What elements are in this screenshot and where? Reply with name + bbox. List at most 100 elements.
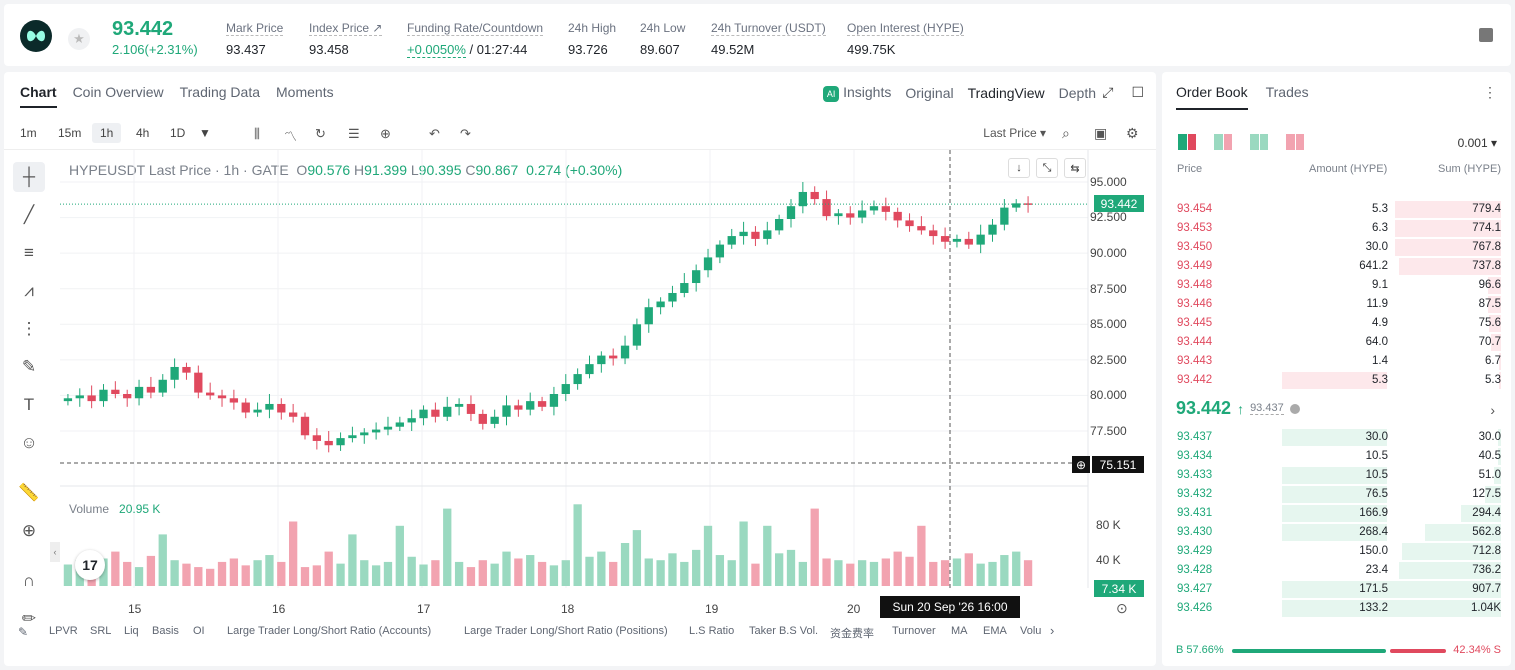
timeframe-dropdown-icon[interactable]: ▼ xyxy=(199,126,211,140)
zoom-in-icon[interactable]: ⊕ xyxy=(21,521,37,540)
book-mode-bids-icon[interactable] xyxy=(1250,134,1268,150)
book-mode-asks-icon[interactable] xyxy=(1286,134,1304,150)
collapse-sidebar-icon[interactable]: ‹ xyxy=(50,542,60,562)
brush-icon[interactable]: ✎ xyxy=(21,357,37,376)
tab-moments[interactable]: Moments xyxy=(276,84,334,100)
tab-chart[interactable]: Chart xyxy=(20,84,57,108)
ask-row[interactable]: 93.448 9.1 96.6 xyxy=(1162,276,1511,295)
emoji-icon[interactable]: ☺ xyxy=(20,433,38,452)
ask-row[interactable]: 93.450 30.0 767.8 xyxy=(1162,238,1511,257)
ruler-icon[interactable]: 📏 xyxy=(18,483,40,502)
expand-icon[interactable]: ⤢ xyxy=(1102,84,1114,100)
indicator-turnover[interactable]: Turnover xyxy=(892,625,936,637)
bid-row[interactable]: 93.432 76.5 127.5 xyxy=(1162,485,1511,504)
ask-row[interactable]: 93.442 5.3 5.3 xyxy=(1162,371,1511,390)
notes-icon[interactable] xyxy=(1479,28,1493,42)
price-type-select[interactable]: Last Price ▾ xyxy=(983,126,1046,140)
redo-icon[interactable]: ↷ xyxy=(460,126,471,141)
indicator-lpvr[interactable]: LPVR xyxy=(49,625,78,637)
add-indicator-icon[interactable]: ⊕ xyxy=(380,126,391,141)
volume-bar xyxy=(182,563,191,586)
tab-trades[interactable]: Trades xyxy=(1265,84,1309,100)
indicator-volume[interactable]: Volu xyxy=(1020,625,1042,637)
ask-row[interactable]: 93.446 11.9 87.5 xyxy=(1162,295,1511,314)
bid-row[interactable]: 93.426 133.2 1.04K xyxy=(1162,599,1511,618)
indicator-funding-rate[interactable]: 资金费率 xyxy=(830,628,874,640)
scroll-down-icon[interactable]: ↓ xyxy=(1008,158,1030,178)
chevron-right-icon[interactable]: › xyxy=(1050,623,1055,638)
favorite-star-icon[interactable]: ★ xyxy=(68,28,90,50)
volume-bar xyxy=(798,561,808,586)
pattern-icon[interactable]: ⩘ xyxy=(24,281,34,300)
candle-type-icon[interactable]: ⫼ xyxy=(254,126,260,141)
timeframe-15m[interactable]: 15m xyxy=(58,126,82,140)
candle-body xyxy=(585,364,594,375)
indicator-basis[interactable]: Basis xyxy=(152,625,179,637)
tab-tradingview[interactable]: TradingView xyxy=(967,85,1045,101)
fit-icon[interactable]: ⇆ xyxy=(1064,158,1086,178)
tab-coin-overview[interactable]: Coin Overview xyxy=(72,84,164,100)
template-icon[interactable]: ☰ xyxy=(348,126,360,141)
bid-row[interactable]: 93.429 150.0 712.8 xyxy=(1162,542,1511,561)
fib-icon[interactable]: ⋮ xyxy=(20,319,38,338)
bid-row[interactable]: 93.433 10.5 51.0 xyxy=(1162,466,1511,485)
chevron-right-icon[interactable]: › xyxy=(1490,402,1495,418)
text-tool-icon[interactable]: T xyxy=(23,395,35,414)
horizontal-lines-icon[interactable]: ≡ xyxy=(24,243,34,262)
book-mode-mixed-icon[interactable] xyxy=(1214,134,1232,150)
tab-trading-data[interactable]: Trading Data xyxy=(179,84,261,100)
precision-select[interactable]: 0.001 ▾ xyxy=(1457,136,1497,150)
add-order-icon[interactable]: ⊕ xyxy=(1072,456,1090,473)
trend-line-icon[interactable]: ╱ xyxy=(23,205,35,224)
volume-bar xyxy=(549,565,559,586)
indicator-taker-vol[interactable]: Taker B.S Vol. xyxy=(749,625,819,637)
book-mode-both-icon[interactable] xyxy=(1178,134,1196,150)
indicators-icon[interactable]: 〽 xyxy=(284,129,298,144)
undo-icon[interactable]: ↶ xyxy=(429,126,440,141)
pencil-lock-icon[interactable]: ✏ xyxy=(21,609,37,628)
crosshair-icon[interactable]: ┼ xyxy=(13,162,45,192)
bid-row[interactable]: 93.427 171.5 907.7 xyxy=(1162,580,1511,599)
indicator-liq[interactable]: Liq xyxy=(124,625,139,637)
ask-row[interactable]: 93.449 641.2 737.8 xyxy=(1162,257,1511,276)
timeframe-1h[interactable]: 1h xyxy=(92,123,122,143)
index-price-stat[interactable]: Index Price ↗ 93.458 xyxy=(309,21,383,57)
camera-icon[interactable]: ▣ xyxy=(1094,125,1108,141)
bid-row[interactable]: 93.437 30.0 30.0 xyxy=(1162,428,1511,447)
bid-row[interactable]: 93.430 268.4 562.8 xyxy=(1162,523,1511,542)
volume-bar xyxy=(502,551,511,586)
bid-row[interactable]: 93.431 166.9 294.4 xyxy=(1162,504,1511,523)
volume-bar xyxy=(834,560,843,586)
insights-button[interactable]: AI Insights xyxy=(823,84,891,102)
ask-row[interactable]: 93.453 6.3 774.1 xyxy=(1162,219,1511,238)
indicator-oi[interactable]: OI xyxy=(193,625,205,637)
timeframe-4h[interactable]: 4h xyxy=(136,126,150,140)
more-menu-icon[interactable]: ⋮ xyxy=(1483,84,1497,100)
tab-depth[interactable]: Depth xyxy=(1058,85,1096,101)
magnet-icon[interactable]: ∩ xyxy=(22,571,36,590)
tab-original[interactable]: Original xyxy=(905,85,954,101)
popout-icon[interactable]: ☐ xyxy=(1131,84,1144,100)
edit-icon[interactable]: ✎ xyxy=(18,625,29,639)
indicator-ls-ratio[interactable]: L.S Ratio xyxy=(689,625,735,637)
ask-row[interactable]: 93.444 64.0 70.7 xyxy=(1162,333,1511,352)
search-icon[interactable]: ⌕ xyxy=(1062,125,1070,141)
timeframe-1m[interactable]: 1m xyxy=(20,126,37,140)
settings-gear-icon[interactable]: ⚙ xyxy=(1126,125,1139,141)
tab-order-book[interactable]: Order Book xyxy=(1176,84,1248,110)
ask-row[interactable]: 93.454 5.3 779.4 xyxy=(1162,200,1511,219)
ask-row[interactable]: 93.445 4.9 75.6 xyxy=(1162,314,1511,333)
chart-settings-icon[interactable]: ⊙ xyxy=(1116,600,1128,616)
indicator-ema[interactable]: EMA xyxy=(983,625,1007,637)
ask-row[interactable]: 93.443 1.4 6.7 xyxy=(1162,352,1511,371)
refresh-icon[interactable]: ↻ xyxy=(315,126,326,141)
indicator-large-trader-positions[interactable]: Large Trader Long/Short Ratio (Positions… xyxy=(464,625,668,637)
indicator-srl[interactable]: SRL xyxy=(90,625,112,637)
indicator-ma[interactable]: MA xyxy=(951,625,968,637)
bid-row[interactable]: 93.428 23.4 736.2 xyxy=(1162,561,1511,580)
collapse-icon[interactable]: ⤡ xyxy=(1036,158,1058,178)
indicator-large-trader-accounts[interactable]: Large Trader Long/Short Ratio (Accounts) xyxy=(227,625,432,637)
timeframe-1d[interactable]: 1D xyxy=(170,126,186,140)
price-chart[interactable] xyxy=(4,150,1156,620)
bid-row[interactable]: 93.434 10.5 40.5 xyxy=(1162,447,1511,466)
